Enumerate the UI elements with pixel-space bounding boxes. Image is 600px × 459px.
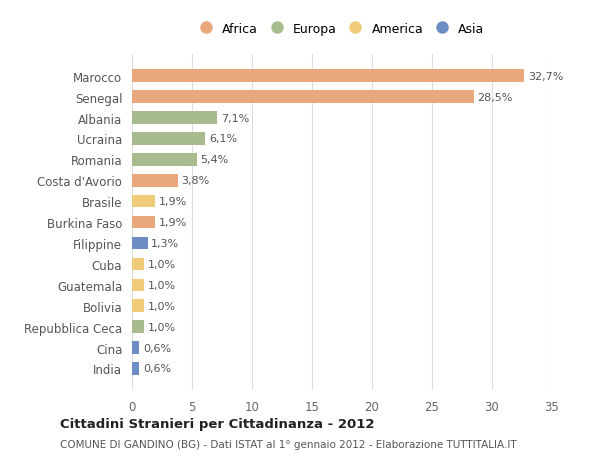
Text: 0,6%: 0,6% (143, 343, 171, 353)
Bar (132, 258, 144, 271)
Text: 6,1%: 6,1% (209, 134, 237, 144)
Text: 3,8%: 3,8% (181, 176, 209, 186)
Text: Cittadini Stranieri per Cittadinanza - 2012: Cittadini Stranieri per Cittadinanza - 2… (60, 417, 374, 430)
Bar (132, 363, 139, 375)
Text: 1,3%: 1,3% (151, 239, 179, 248)
Bar (132, 174, 178, 187)
Bar (132, 112, 217, 124)
Text: 1,0%: 1,0% (148, 301, 176, 311)
Bar (132, 91, 474, 104)
Text: 0,6%: 0,6% (143, 364, 171, 374)
Text: 28,5%: 28,5% (478, 92, 513, 102)
Text: 1,9%: 1,9% (158, 218, 187, 228)
Bar (132, 196, 155, 208)
Text: 5,4%: 5,4% (200, 155, 229, 165)
Bar (132, 133, 205, 146)
Bar (132, 70, 524, 83)
Legend: Africa, Europa, America, Asia: Africa, Europa, America, Asia (194, 18, 490, 41)
Text: 1,0%: 1,0% (148, 259, 176, 269)
Text: 32,7%: 32,7% (528, 72, 563, 82)
Text: 1,0%: 1,0% (148, 322, 176, 332)
Text: COMUNE DI GANDINO (BG) - Dati ISTAT al 1° gennaio 2012 - Elaborazione TUTTITALIA: COMUNE DI GANDINO (BG) - Dati ISTAT al 1… (60, 440, 517, 449)
Bar (132, 341, 139, 354)
Bar (132, 279, 144, 291)
Bar (132, 237, 148, 250)
Bar (132, 300, 144, 312)
Text: 1,0%: 1,0% (148, 280, 176, 290)
Bar (132, 154, 197, 166)
Bar (132, 216, 155, 229)
Text: 1,9%: 1,9% (158, 197, 187, 207)
Bar (132, 321, 144, 333)
Text: 7,1%: 7,1% (221, 113, 249, 123)
